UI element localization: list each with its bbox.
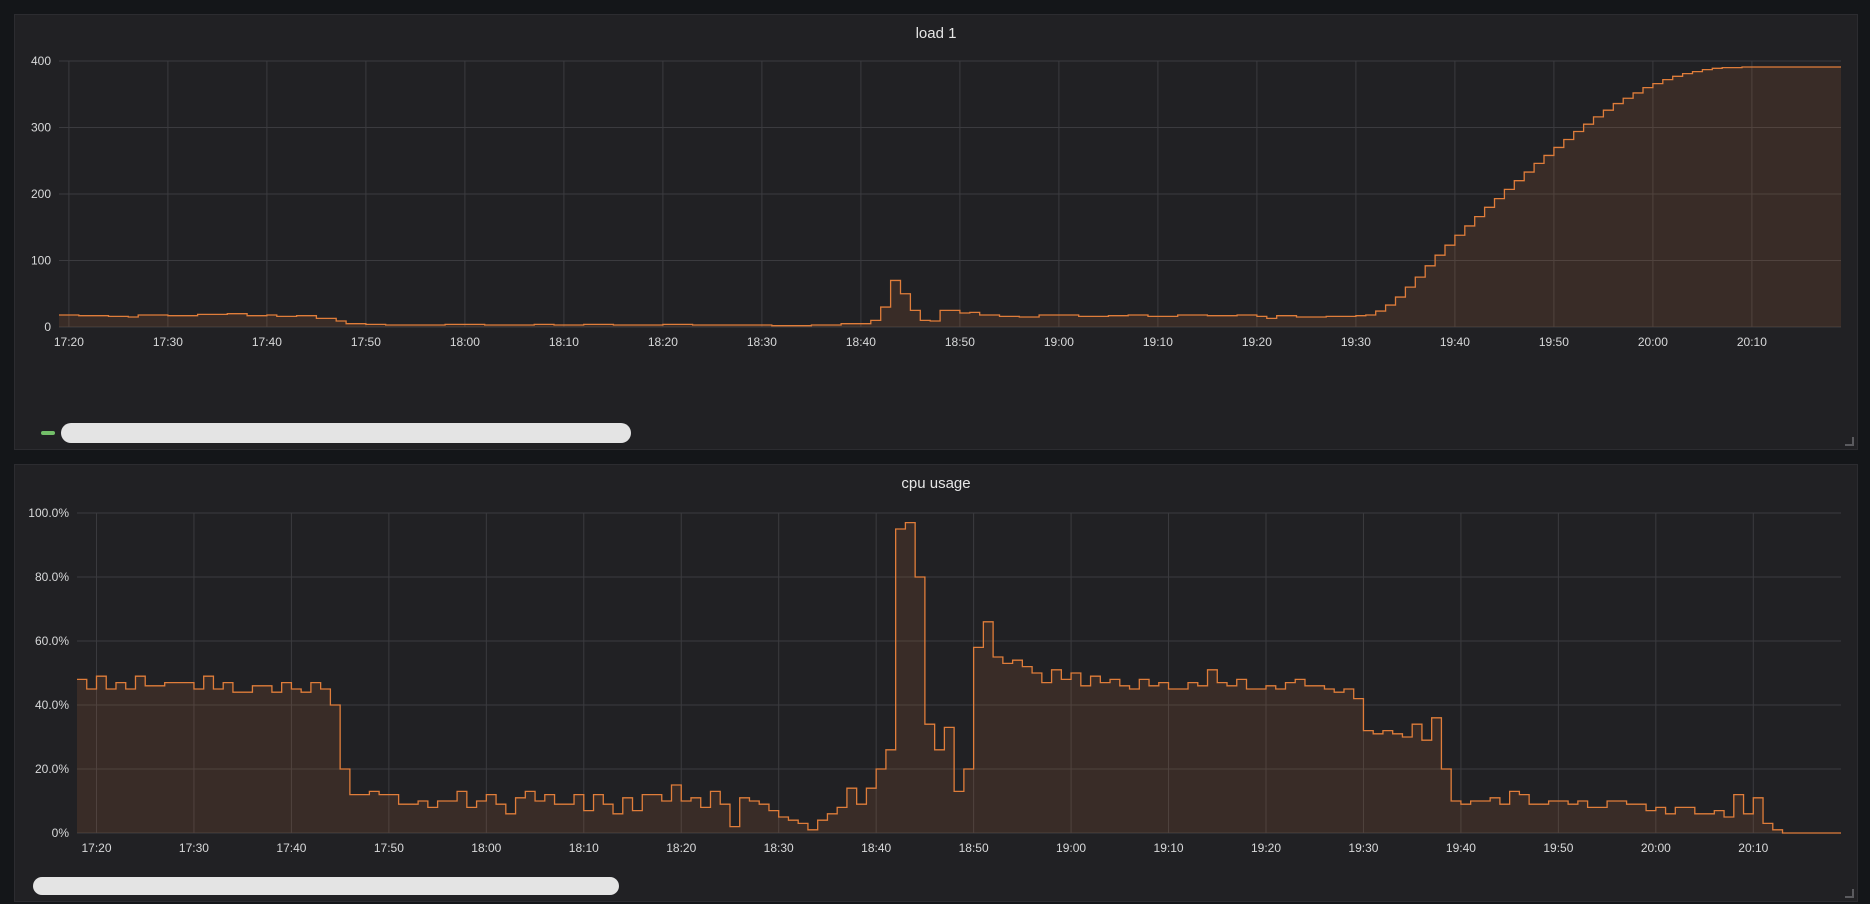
series-line[interactable] bbox=[77, 521, 1841, 834]
x-tick-label: 17:40 bbox=[252, 335, 282, 349]
x-tick-label: 19:00 bbox=[1044, 335, 1074, 349]
x-tick-label: 19:50 bbox=[1539, 335, 1569, 349]
y-tick-label: 0 bbox=[44, 320, 51, 334]
x-tick-label: 18:50 bbox=[945, 335, 975, 349]
x-tick-label: 18:30 bbox=[764, 841, 794, 855]
y-tick-label: 20.0% bbox=[35, 762, 69, 776]
x-tick-label: 17:30 bbox=[179, 841, 209, 855]
x-tick-label: 19:10 bbox=[1154, 841, 1184, 855]
x-tick-label: 19:40 bbox=[1446, 841, 1476, 855]
x-tick-label: 19:00 bbox=[1056, 841, 1086, 855]
y-tick-label: 0% bbox=[52, 826, 70, 840]
cpu-panel: cpu usage 0% 20.0% 40.0% 60.0% 80.0% 100.0% 17… bbox=[14, 464, 1858, 902]
y-tick-label: 80.0% bbox=[35, 570, 69, 584]
redacted-legend-label bbox=[33, 877, 619, 895]
x-tick-label: 18:20 bbox=[666, 841, 696, 855]
legend-color-icon[interactable] bbox=[41, 431, 55, 435]
x-tick-label: 20:10 bbox=[1737, 335, 1767, 349]
y-tick-label: 100 bbox=[31, 254, 51, 268]
x-tick-label: 19:40 bbox=[1440, 335, 1470, 349]
x-tick-label: 18:10 bbox=[569, 841, 599, 855]
x-tick-label: 19:30 bbox=[1341, 335, 1371, 349]
load-panel-title[interactable]: load 1 bbox=[915, 25, 957, 42]
resize-handle-icon[interactable] bbox=[1845, 889, 1854, 898]
resize-handle-icon[interactable] bbox=[1845, 437, 1854, 446]
x-tick-label: 18:00 bbox=[450, 335, 480, 349]
x-tick-label: 18:10 bbox=[549, 335, 579, 349]
x-tick-label: 19:50 bbox=[1543, 841, 1573, 855]
x-tick-label: 17:50 bbox=[351, 335, 381, 349]
x-tick-label: 20:00 bbox=[1641, 841, 1671, 855]
x-tick-label: 17:20 bbox=[81, 841, 111, 855]
x-tick-label: 17:30 bbox=[153, 335, 183, 349]
x-tick-label: 17:50 bbox=[374, 841, 404, 855]
x-tick-label: 17:20 bbox=[54, 335, 84, 349]
cpu-chart: 0% 20.0% 40.0% 60.0% 80.0% 100.0% 17:20 17:30 17… bbox=[28, 506, 1841, 855]
load-panel: load 1 0 100 200 300 400 17:20 17:30 17:40 17:50… bbox=[14, 14, 1858, 450]
x-tick-label: 19:20 bbox=[1251, 841, 1281, 855]
y-tick-label: 200 bbox=[31, 187, 51, 201]
cpu-panel-title[interactable]: cpu usage bbox=[901, 475, 971, 492]
x-tick-label: 20:10 bbox=[1738, 841, 1768, 855]
series-area bbox=[77, 522, 1841, 833]
x-tick-label: 18:40 bbox=[846, 335, 876, 349]
x-tick-label: 19:10 bbox=[1143, 335, 1173, 349]
x-tick-label: 18:50 bbox=[959, 841, 989, 855]
redacted-legend-label bbox=[61, 423, 631, 443]
load-chart: 0 100 200 300 400 17:20 17:30 17:40 17:50 18:00 18… bbox=[31, 54, 1841, 349]
y-tick-label: 60.0% bbox=[35, 634, 69, 648]
y-tick-label: 100.0% bbox=[28, 506, 69, 520]
y-tick-label: 40.0% bbox=[35, 698, 69, 712]
x-tick-label: 18:30 bbox=[747, 335, 777, 349]
x-tick-label: 20:00 bbox=[1638, 335, 1668, 349]
x-tick-label: 18:00 bbox=[471, 841, 501, 855]
series-area bbox=[59, 66, 1841, 328]
x-tick-label: 18:40 bbox=[861, 841, 891, 855]
x-tick-label: 19:30 bbox=[1348, 841, 1378, 855]
x-tick-label: 18:20 bbox=[648, 335, 678, 349]
x-tick-label: 17:40 bbox=[276, 841, 306, 855]
y-tick-label: 400 bbox=[31, 54, 51, 68]
x-tick-label: 19:20 bbox=[1242, 335, 1272, 349]
series-line[interactable] bbox=[59, 66, 1841, 327]
y-tick-label: 300 bbox=[31, 121, 51, 135]
